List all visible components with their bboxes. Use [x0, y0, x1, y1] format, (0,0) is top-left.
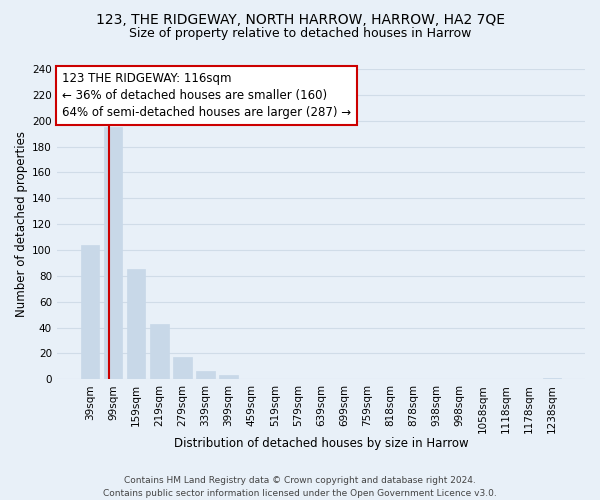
Bar	[150, 324, 169, 379]
Text: Size of property relative to detached houses in Harrow: Size of property relative to detached ho…	[129, 28, 471, 40]
Text: Contains HM Land Registry data © Crown copyright and database right 2024.
Contai: Contains HM Land Registry data © Crown c…	[103, 476, 497, 498]
Text: 123, THE RIDGEWAY, NORTH HARROW, HARROW, HA2 7QE: 123, THE RIDGEWAY, NORTH HARROW, HARROW,…	[95, 12, 505, 26]
Y-axis label: Number of detached properties: Number of detached properties	[15, 131, 28, 317]
Text: 123 THE RIDGEWAY: 116sqm
← 36% of detached houses are smaller (160)
64% of semi-: 123 THE RIDGEWAY: 116sqm ← 36% of detach…	[62, 72, 351, 119]
Bar	[196, 372, 215, 379]
Bar	[127, 270, 145, 379]
Bar	[220, 376, 238, 379]
X-axis label: Distribution of detached houses by size in Harrow: Distribution of detached houses by size …	[173, 437, 468, 450]
Bar	[81, 245, 99, 379]
Bar	[173, 357, 191, 379]
Bar	[104, 127, 122, 379]
Bar	[542, 378, 561, 379]
